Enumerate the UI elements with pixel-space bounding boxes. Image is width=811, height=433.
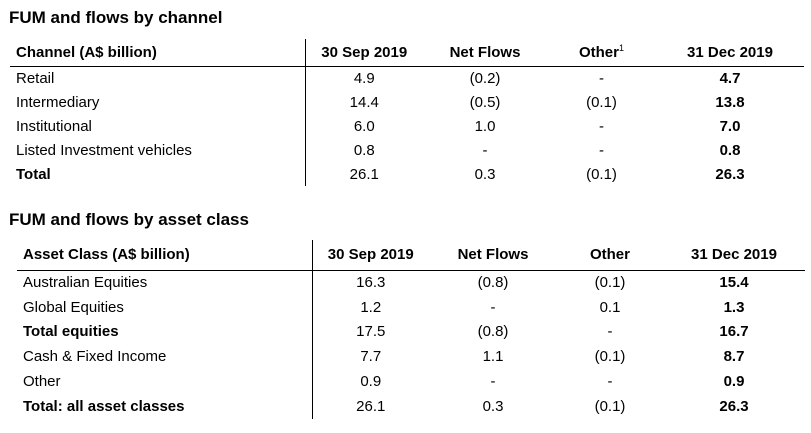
cell: (0.1) — [594, 348, 626, 366]
footnote-marker: 1 — [619, 43, 625, 54]
cell: - — [490, 298, 496, 316]
cell: - — [490, 373, 496, 391]
table-subtotal-row: Total equities 17.5 (0.8) - 16.7 — [17, 319, 805, 345]
row-label: Total equities — [17, 319, 313, 345]
cell: (0.8) — [477, 274, 509, 292]
cell: 1.0 — [474, 117, 496, 135]
cell: (0.8) — [477, 323, 509, 341]
table-total-row: Total: all asset classes 26.1 0.3 (0.1) … — [17, 393, 805, 419]
table-row: Australian Equities 16.3 (0.8) (0.1) 15.… — [17, 270, 805, 295]
table-row: Intermediary 14.4 (0.5) (0.1) 13.8 — [10, 90, 804, 114]
row-label: Australian Equities — [17, 270, 313, 295]
cell: (0.2) — [469, 69, 501, 87]
row-label: Institutional — [10, 114, 306, 138]
row-label: Listed Investment vehicles — [10, 138, 306, 162]
cell: 1.1 — [482, 348, 504, 366]
cell: - — [599, 141, 604, 159]
cell: 6.0 — [353, 117, 375, 135]
asset-class-table-title: FUM and flows by asset class — [9, 210, 249, 229]
cell: 13.8 — [715, 93, 745, 111]
cell: 16.7 — [719, 323, 749, 341]
cell: 4.7 — [719, 69, 741, 87]
cell: - — [607, 373, 613, 391]
asset-class-table: Asset Class (A$ billion) 30 Sep 2019 Net… — [17, 240, 805, 419]
cell: 14.4 — [349, 93, 379, 111]
column-header: 31 Dec 2019 — [656, 39, 804, 67]
cell: 26.1 — [356, 397, 386, 415]
cell: 26.3 — [715, 165, 745, 183]
cell: (0.1) — [594, 274, 626, 292]
cell: 1.3 — [723, 298, 745, 316]
cell: - — [599, 117, 604, 135]
cell: (0.5) — [469, 93, 501, 111]
row-label: Retail — [10, 66, 306, 90]
table-total-row: Total 26.1 0.3 (0.1) 26.3 — [10, 162, 804, 186]
column-header: Other — [557, 240, 663, 271]
cell: 26.3 — [719, 397, 749, 415]
row-label: Cash & Fixed Income — [17, 344, 313, 370]
cell: 0.9 — [723, 373, 745, 391]
row-label: Total — [10, 162, 306, 186]
column-header: Asset Class (A$ billion) — [17, 240, 313, 271]
cell: 0.3 — [474, 165, 496, 183]
cell: 16.3 — [356, 274, 386, 292]
column-header-label: Other — [578, 44, 619, 62]
channel-table: Channel (A$ billion) 30 Sep 2019 Net Flo… — [10, 39, 804, 186]
column-header: Channel (A$ billion) — [10, 39, 306, 67]
cell: (0.1) — [586, 165, 617, 183]
table-row: Cash & Fixed Income 7.7 1.1 (0.1) 8.7 — [17, 344, 805, 370]
table-header-row: Asset Class (A$ billion) 30 Sep 2019 Net… — [17, 240, 805, 271]
row-label: Total: all asset classes — [17, 393, 313, 419]
table-header-row: Channel (A$ billion) 30 Sep 2019 Net Flo… — [10, 39, 804, 67]
cell: 0.3 — [482, 397, 504, 415]
column-header: Net Flows — [429, 240, 557, 271]
table-row: Other 0.9 - - 0.9 — [17, 369, 805, 394]
cell: 17.5 — [356, 323, 386, 341]
cell: (0.1) — [586, 93, 617, 111]
cell: 0.9 — [360, 373, 382, 391]
cell: (0.1) — [594, 397, 626, 415]
cell: 7.0 — [719, 117, 741, 135]
cell: 4.9 — [353, 69, 375, 87]
table-row: Institutional 6.0 1.0 - 7.0 — [10, 114, 804, 138]
channel-table-title: FUM and flows by channel — [9, 8, 223, 27]
cell: - — [607, 323, 613, 341]
cell: 26.1 — [349, 165, 379, 183]
cell: 0.8 — [353, 141, 375, 159]
row-label: Global Equities — [17, 294, 313, 320]
column-header: 30 Sep 2019 — [312, 240, 429, 271]
row-label: Other — [17, 369, 313, 394]
cell: - — [599, 69, 604, 87]
cell: 0.8 — [719, 141, 741, 159]
cell: 7.7 — [360, 348, 382, 366]
cell: - — [482, 141, 488, 159]
column-header: 30 Sep 2019 — [305, 39, 423, 67]
cell: 15.4 — [719, 274, 749, 292]
cell: 0.1 — [599, 298, 621, 316]
column-header: 31 Dec 2019 — [663, 240, 805, 271]
table-row: Global Equities 1.2 - 0.1 1.3 — [17, 294, 805, 320]
column-header: Other1 — [547, 39, 656, 67]
table-row: Listed Investment vehicles 0.8 - - 0.8 — [10, 138, 804, 162]
row-label: Intermediary — [10, 90, 306, 114]
table-row: Retail 4.9 (0.2) - 4.7 — [10, 66, 804, 90]
column-header: Net Flows — [423, 39, 547, 67]
cell: 1.2 — [360, 298, 382, 316]
cell: 8.7 — [723, 348, 745, 366]
